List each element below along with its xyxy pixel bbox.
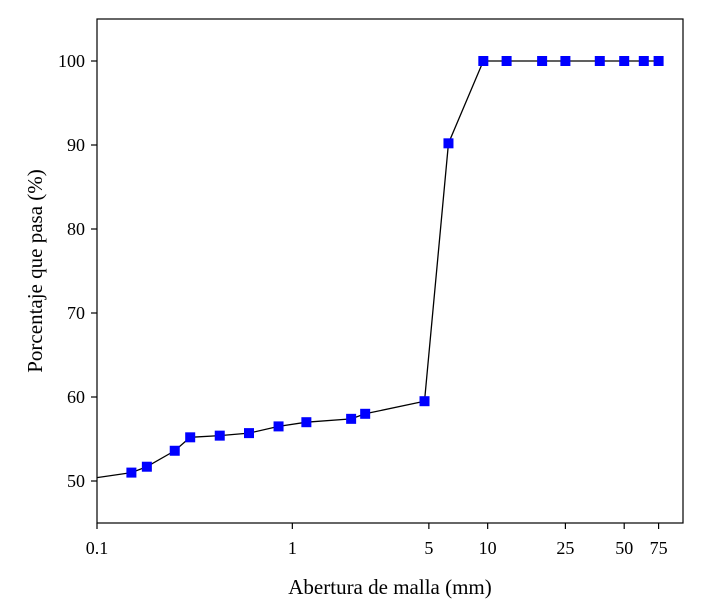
x-tick-label: 1 [288,538,297,558]
x-tick-label: 25 [556,538,574,558]
y-tick-label: 70 [67,303,85,323]
data-point-marker [560,56,571,66]
data-point-marker [244,428,254,439]
y-axis-title: Porcentaje que pasa (%) [23,169,47,373]
data-point-marker [501,56,512,66]
data-point-marker [638,56,649,66]
data-point-marker [169,445,180,456]
x-tick-label: 5 [424,538,433,558]
x-tick-label: 50 [615,538,633,558]
x-axis-ticks: 0.1 1 5 10 25 50 75 [86,523,668,558]
x-tick-label: 75 [650,538,668,558]
data-point-marker [419,396,430,407]
data-point-marker [273,421,284,432]
y-tick-label: 60 [67,387,85,407]
data-point-marker [360,408,371,419]
data-point-marker [141,461,152,472]
data-point-marker [653,56,664,66]
data-point-marker [214,430,225,441]
plot-content [96,56,664,479]
data-point-marker [537,56,548,66]
y-tick-label: 80 [67,219,85,239]
y-axis-ticks: 50 60 70 80 90 100 [58,51,97,491]
data-point-marker [126,467,137,478]
data-point-marker [185,432,196,443]
data-point-marker [301,417,312,428]
data-point-marker [594,56,605,66]
data-point-marker [346,413,357,424]
x-tick-label: 10 [479,538,497,558]
x-axis-title: Abertura de malla (mm) [288,575,492,599]
y-tick-label: 100 [58,51,85,71]
data-point-marker [478,56,489,66]
data-point-marker [619,56,630,66]
data-point-marker [443,138,454,149]
y-tick-label: 90 [67,135,85,155]
plot-frame [96,18,684,524]
x-tick-label: 0.1 [86,538,109,558]
y-tick-label: 50 [67,471,85,491]
